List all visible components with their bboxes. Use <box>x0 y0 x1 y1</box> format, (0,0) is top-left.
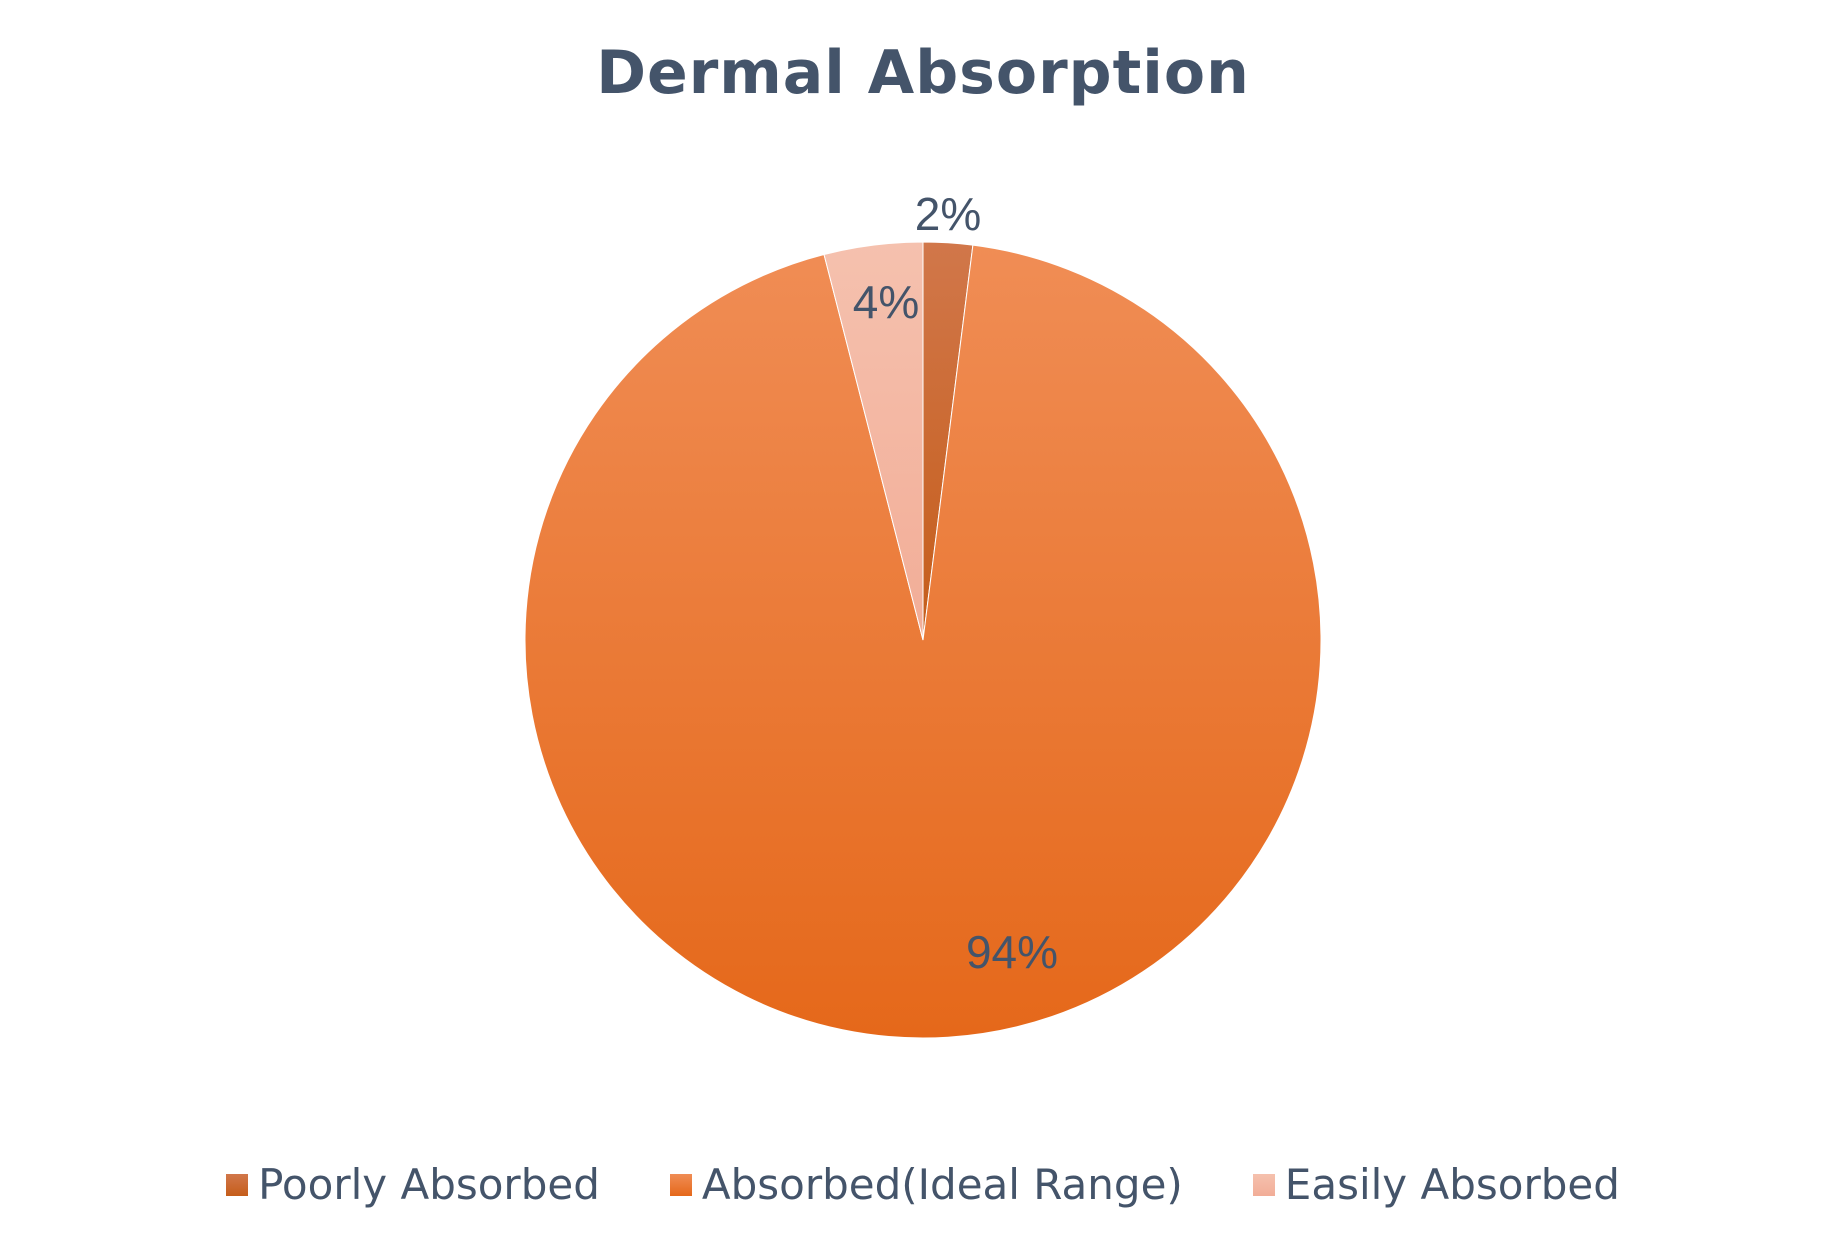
pie-slice-easily-absorbed <box>823 241 924 641</box>
legend-swatch <box>1252 1173 1275 1196</box>
data-label-absorbed-ideal-range: 94% <box>966 926 1058 978</box>
chart-title: Dermal Absorption <box>596 38 1250 108</box>
pie-slices <box>524 241 1322 1039</box>
legend-label: Easily Absorbed <box>1284 1160 1620 1209</box>
pie-labels: 2% 94% 4% <box>853 188 1058 978</box>
legend-label: Absorbed(Ideal Range) <box>701 1160 1183 1209</box>
data-label-easily-absorbed: 4% <box>853 276 919 328</box>
legend-item: Absorbed(Ideal Range) <box>669 1160 1183 1209</box>
legend-item: Poorly Absorbed <box>226 1160 600 1209</box>
legend-item: Easily Absorbed <box>1252 1160 1620 1209</box>
legend-swatch <box>669 1173 692 1196</box>
data-label-poorly-absorbed: 2% <box>915 188 981 240</box>
legend: Poorly Absorbed Absorbed(Ideal Range) Easi… <box>0 1160 1846 1209</box>
pie-slice-absorbed-ideal-range <box>524 244 1322 1039</box>
legend-label: Poorly Absorbed <box>258 1160 600 1209</box>
legend-swatch <box>226 1173 249 1196</box>
